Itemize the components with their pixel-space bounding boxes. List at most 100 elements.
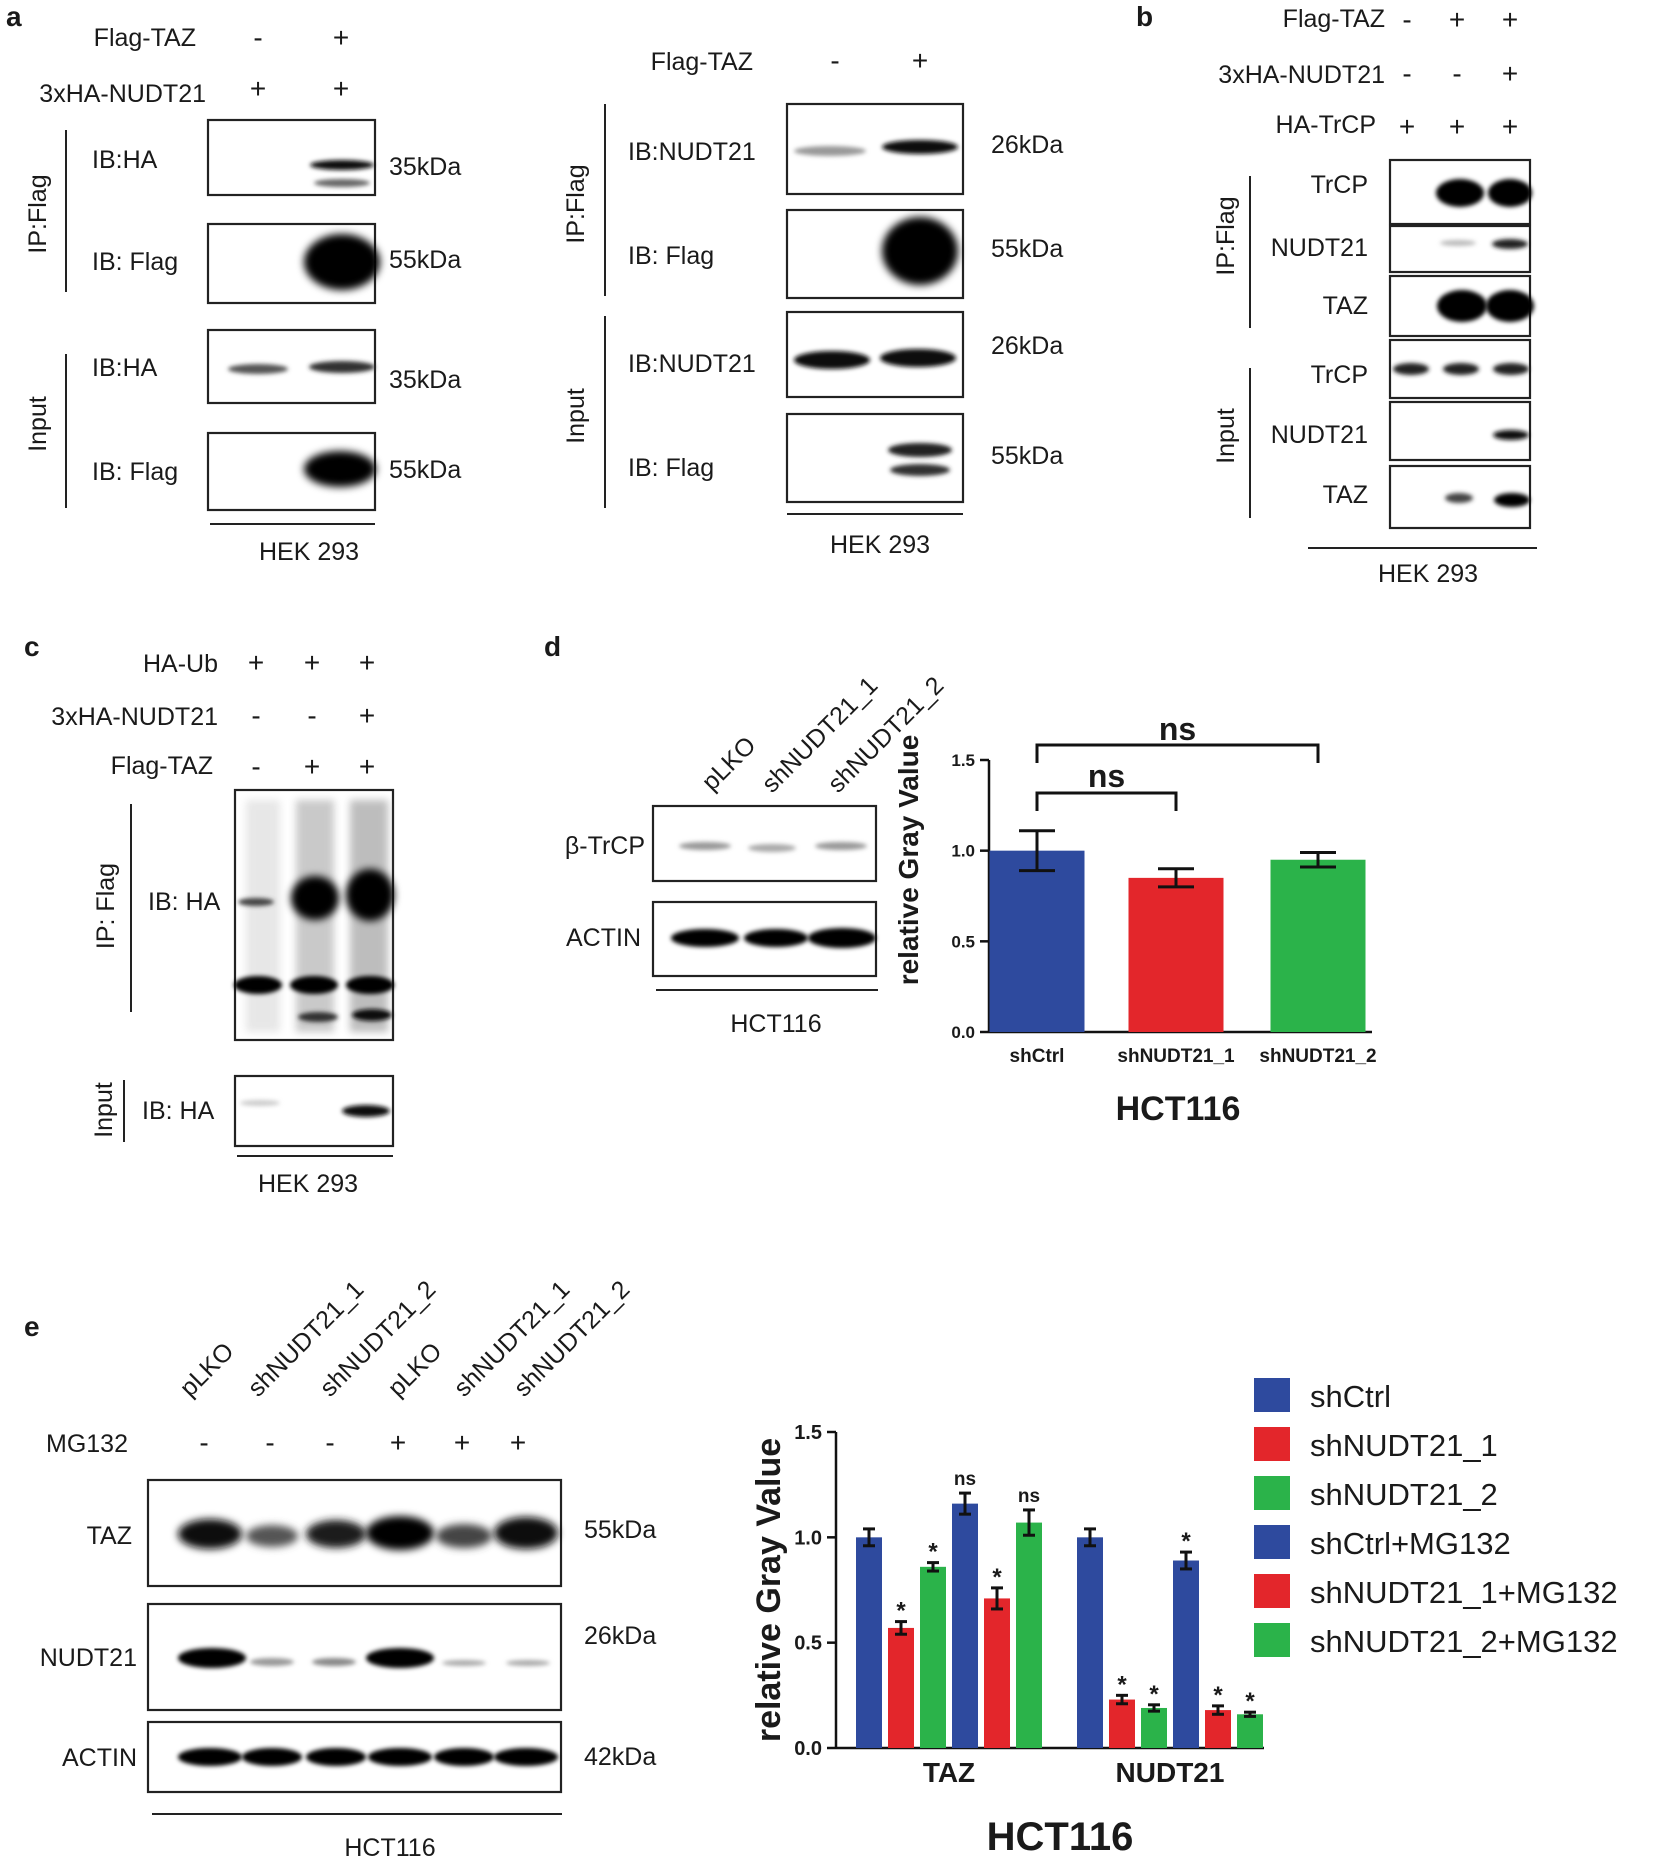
x-tick-label: TAZ	[923, 1757, 975, 1788]
band	[298, 1012, 338, 1022]
blot-input-flag	[785, 412, 965, 504]
legend-swatch	[1254, 1525, 1290, 1559]
smear	[234, 800, 394, 1032]
band	[880, 349, 956, 367]
band	[748, 844, 796, 852]
bar	[984, 1598, 1010, 1748]
condition-label: HA-Ub	[143, 650, 218, 678]
bar	[888, 1627, 914, 1748]
band	[178, 1748, 242, 1766]
band	[1443, 363, 1479, 375]
ib-label: TAZ	[87, 1522, 132, 1550]
ib-label: IB:NUDT21	[628, 350, 756, 378]
significance-label: ns	[1088, 758, 1125, 794]
condition-label: 3xHA-NUDT21	[39, 80, 206, 108]
band	[434, 1748, 494, 1766]
condition-sign: +	[1502, 111, 1518, 142]
bar	[1016, 1522, 1042, 1748]
kda-label: 35kDa	[389, 153, 461, 181]
panel-a-left: Flag-TAZ - + 3xHA-NUDT21 + + IB:HA IB: F…	[24, 22, 461, 566]
band	[246, 1525, 298, 1547]
y-tick-label: 1.5	[951, 751, 975, 770]
band	[228, 364, 288, 374]
bands	[671, 842, 876, 948]
significance-mark: *	[896, 1598, 906, 1625]
kda-label: 55kDa	[389, 456, 461, 484]
condition-sign: +	[1502, 4, 1518, 35]
band	[671, 929, 739, 947]
panel-letter-c: c	[24, 631, 40, 662]
y-tick-label: 0.5	[951, 932, 975, 951]
chart-e-ylabel: relative Gray Value	[750, 1438, 788, 1742]
band	[250, 1658, 294, 1666]
bar	[1141, 1707, 1167, 1748]
significance-mark: ns	[954, 1469, 976, 1490]
x-tick-label: shNUDT21_2	[1259, 1046, 1376, 1067]
band	[436, 1524, 492, 1548]
band	[794, 351, 870, 369]
band	[506, 1660, 550, 1666]
band	[1494, 493, 1530, 507]
condition-sign: +	[1399, 111, 1415, 142]
lane-label: pLKO	[696, 731, 761, 796]
condition-sign: +	[1449, 111, 1465, 142]
band	[1436, 179, 1484, 207]
cell-line-label: HCT116	[344, 1834, 435, 1862]
condition-label: HA-TrCP	[1276, 111, 1376, 139]
condition-sign: +	[1449, 4, 1465, 35]
bar	[856, 1537, 882, 1748]
treatment-label: MG132	[46, 1430, 128, 1458]
condition-sign: +	[304, 751, 320, 782]
band	[1445, 493, 1473, 503]
condition-sign: +	[333, 73, 349, 104]
group-label: IP:Flag	[562, 164, 590, 243]
panel-letter-a: a	[6, 1, 22, 32]
condition-sign: +	[359, 647, 375, 678]
band	[1493, 430, 1529, 440]
ib-label: IB: HA	[148, 888, 221, 916]
ib-label: IB: Flag	[92, 248, 178, 276]
condition-label: 3xHA-NUDT21	[1218, 61, 1385, 89]
group-label: IP:Flag	[1212, 196, 1240, 275]
bar	[920, 1566, 946, 1748]
band	[1437, 290, 1487, 322]
band	[291, 876, 339, 920]
significance-mark: *	[928, 1539, 938, 1566]
band	[346, 976, 394, 994]
legend-label: shNUDT21_2	[1310, 1477, 1498, 1512]
kda-label: 26kDa	[991, 131, 1063, 159]
kda-label: 42kDa	[584, 1743, 656, 1771]
condition-sign: +	[304, 647, 320, 678]
group-label: Input	[562, 388, 590, 444]
band	[304, 234, 380, 290]
legend-label: shNUDT21_1+MG132	[1310, 1575, 1618, 1610]
panel-letter-e: e	[24, 1311, 40, 1342]
band	[368, 1748, 432, 1766]
band	[314, 179, 370, 187]
condition-sign: +	[248, 647, 264, 678]
condition-label: Flag-TAZ	[651, 48, 753, 76]
band	[679, 842, 731, 850]
condition-label: Flag-TAZ	[1283, 5, 1385, 33]
bands	[178, 1516, 558, 1766]
kda-label: 26kDa	[584, 1622, 656, 1650]
panel-letter-b: b	[1136, 1, 1153, 32]
band	[310, 160, 374, 170]
panel-letter-d: d	[544, 631, 561, 662]
legend-swatch	[1254, 1476, 1290, 1510]
group-label: IP: Flag	[92, 863, 120, 949]
kda-label: 55kDa	[991, 442, 1063, 470]
band	[290, 976, 338, 994]
band	[242, 1748, 302, 1766]
legend-swatch	[1254, 1427, 1290, 1461]
legend-swatch	[1254, 1574, 1290, 1608]
treatment-sign: -	[325, 1427, 334, 1458]
significance-mark: *	[1213, 1682, 1223, 1709]
cell-line-label: HEK 293	[830, 531, 930, 559]
condition-sign: +	[359, 751, 375, 782]
band	[1440, 240, 1476, 246]
band	[1486, 290, 1534, 322]
ib-label: IB: HA	[142, 1097, 215, 1125]
kda-label: 55kDa	[584, 1516, 656, 1544]
